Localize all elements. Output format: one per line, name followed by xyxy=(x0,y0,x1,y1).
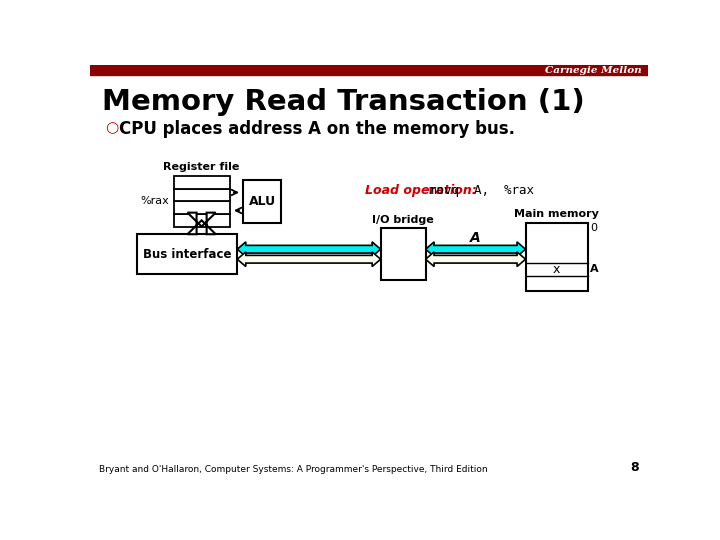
Text: 0: 0 xyxy=(590,224,597,233)
Text: Load operation:: Load operation: xyxy=(365,184,481,197)
Bar xyxy=(174,189,230,201)
Text: Carnegie Mellon: Carnegie Mellon xyxy=(545,66,642,75)
Polygon shape xyxy=(238,242,381,256)
Text: Main memory: Main memory xyxy=(514,209,599,219)
Text: movq  A,  %rax: movq A, %rax xyxy=(429,184,534,197)
Text: 8: 8 xyxy=(630,462,639,475)
Bar xyxy=(174,177,230,189)
Bar xyxy=(243,180,281,222)
Text: Register file: Register file xyxy=(163,162,240,172)
Polygon shape xyxy=(426,242,526,256)
Polygon shape xyxy=(426,252,526,267)
Text: CPU places address A on the memory bus.: CPU places address A on the memory bus. xyxy=(120,120,516,138)
Bar xyxy=(137,234,238,274)
Text: Memory Read Transaction (1): Memory Read Transaction (1) xyxy=(102,88,585,116)
Bar xyxy=(381,228,426,280)
Bar xyxy=(174,214,230,226)
Text: ALU: ALU xyxy=(248,195,276,208)
Polygon shape xyxy=(238,252,381,267)
Text: Bryant and O'Hallaron, Computer Systems: A Programmer's Perspective, Third Editi: Bryant and O'Hallaron, Computer Systems:… xyxy=(99,465,488,475)
Text: %rax: %rax xyxy=(140,197,169,206)
Text: A: A xyxy=(590,265,598,274)
Polygon shape xyxy=(187,213,216,234)
Bar xyxy=(90,65,648,75)
Bar xyxy=(526,224,588,291)
Text: ○: ○ xyxy=(106,120,119,135)
Text: x: x xyxy=(553,263,560,276)
Text: Bus interface: Bus interface xyxy=(143,248,231,261)
Text: I/O bridge: I/O bridge xyxy=(372,215,434,225)
Text: A: A xyxy=(470,231,481,245)
Bar xyxy=(174,201,230,214)
